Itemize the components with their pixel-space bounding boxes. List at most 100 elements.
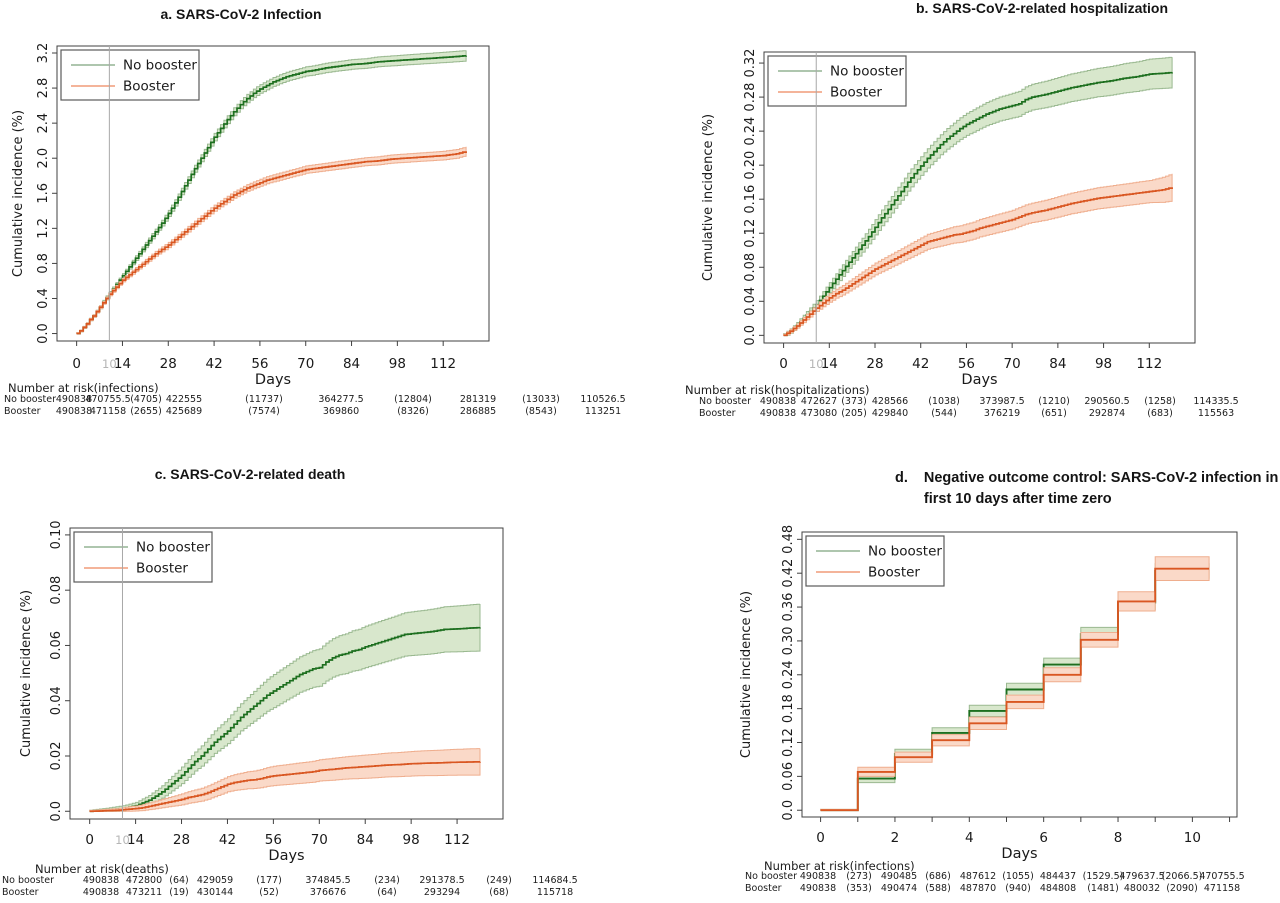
risk-value: (234) — [374, 875, 400, 886]
reference-line-label: 10 — [115, 833, 130, 847]
x-axis-title: Days — [1001, 846, 1037, 862]
y-tick-label: 0.12 — [781, 728, 796, 757]
x-tick-label: 14 — [821, 356, 838, 372]
x-tick-label: 6 — [1039, 830, 1048, 846]
risk-value: 291378.5 — [419, 875, 465, 886]
risk-table-heading: Number at risk(deaths) — [35, 862, 169, 876]
risk-row-label: Booster — [2, 887, 39, 898]
risk-row-label: No booster — [745, 871, 798, 882]
risk-row-label: Booster — [699, 408, 736, 419]
risk-value: 425689 — [165, 406, 203, 417]
y-tick-label: 0.04 — [743, 287, 758, 316]
panel-d-title: d. Negative outcome control: SARS-CoV-2 … — [895, 468, 1278, 510]
risk-value: 490838 — [759, 396, 797, 407]
x-tick-label: 42 — [912, 356, 929, 372]
risk-row-label: Booster — [745, 883, 782, 894]
risk-value: (1529.5) — [1082, 871, 1124, 882]
y-axis-title: Cumulative incidence (%) — [739, 591, 754, 758]
x-tick-label: 28 — [173, 832, 190, 848]
x-tick-label: 2 — [891, 830, 900, 846]
risk-value: (8543) — [525, 406, 557, 417]
y-axis-title: Cumulative incidence (%) — [701, 114, 716, 281]
reference-line-label: 10 — [809, 357, 824, 371]
risk-value: 374845.5 — [305, 875, 351, 886]
risk-value: 470755.5 — [1199, 871, 1245, 882]
risk-value: (19) — [169, 887, 189, 898]
series-line-booster — [820, 567, 1210, 812]
risk-value: (205) — [841, 408, 867, 419]
risk-value: 490838 — [55, 394, 93, 405]
x-tick-label: 0 — [72, 356, 81, 372]
y-tick-label: 0.42 — [781, 559, 796, 588]
x-tick-label: 70 — [297, 356, 314, 372]
risk-value: 473211 — [125, 887, 163, 898]
risk-value: (1258) — [1144, 396, 1176, 407]
panel-c-title: c. SARS-CoV-2-related death — [154, 466, 346, 482]
risk-value: 115563 — [1197, 408, 1235, 419]
y-axis-title: Cumulative incidence (%) — [19, 590, 34, 757]
risk-value: 490838 — [82, 887, 120, 898]
ci-band-no-booster — [783, 56, 1173, 336]
legend-label: Booster — [123, 79, 175, 95]
x-tick-label: 0 — [816, 830, 825, 846]
risk-value: 114684.5 — [532, 875, 578, 886]
legend-box — [60, 49, 200, 101]
series-line-no-booster — [76, 55, 467, 335]
risk-value: 490474 — [880, 883, 918, 894]
risk-value: 369860 — [322, 406, 360, 417]
series-line-booster — [89, 761, 481, 813]
y-tick-label: 1.2 — [36, 218, 51, 239]
panel-d-title-line2: first 10 days after time zero — [923, 491, 1112, 507]
risk-value: (11737) — [245, 394, 283, 405]
risk-value: (651) — [1041, 408, 1067, 419]
x-tick-label: 112 — [430, 356, 456, 372]
risk-value: 490838 — [759, 408, 797, 419]
risk-value: 113251 — [584, 406, 622, 417]
y-tick-label: 0.16 — [743, 185, 758, 214]
risk-value: 364277.5 — [318, 394, 364, 405]
y-tick-label: 2.0 — [36, 148, 51, 169]
x-tick-label: 98 — [1095, 356, 1112, 372]
risk-value: (249) — [486, 875, 512, 886]
risk-value: 376676 — [309, 887, 347, 898]
panel-d-title-prefix: d. — [895, 470, 908, 486]
risk-value: 479637.5 — [1119, 871, 1165, 882]
panel-a-risk-table: Number at risk(infections) No booster Bo… — [0, 0, 640, 451]
risk-value: 490485 — [880, 871, 918, 882]
y-tick-label: 0.0 — [49, 801, 64, 822]
risk-value: 484808 — [1039, 883, 1077, 894]
x-tick-label: 70 — [311, 832, 328, 848]
x-tick-label: 84 — [357, 832, 374, 848]
ci-band-booster — [76, 146, 467, 334]
risk-value: 471158 — [89, 406, 127, 417]
y-tick-label: 0.24 — [743, 117, 758, 146]
y-tick-label: 2.4 — [36, 113, 51, 134]
plot-box — [763, 51, 1196, 344]
risk-row-label: Booster — [4, 406, 41, 417]
risk-value: 487612 — [959, 871, 997, 882]
x-tick-label: 14 — [127, 832, 144, 848]
ci-band-no-booster — [76, 50, 467, 334]
ci-band-booster — [89, 748, 481, 812]
x-tick-label: 28 — [160, 356, 177, 372]
y-tick-label: 0.06 — [781, 762, 796, 791]
x-axis-title: Days — [255, 372, 291, 388]
legend-label: Booster — [830, 85, 882, 101]
risk-value: (64) — [169, 875, 189, 886]
risk-value: (1481) — [1087, 883, 1119, 894]
y-tick-label: 0.48 — [781, 525, 796, 554]
series-line-no-booster — [783, 71, 1173, 337]
risk-value: 114335.5 — [1193, 396, 1239, 407]
y-tick-label: 0.08 — [743, 253, 758, 282]
risk-row-label: No booster — [4, 394, 57, 405]
x-tick-label: 84 — [343, 356, 360, 372]
reference-line-label: 10 — [102, 357, 117, 371]
y-tick-label: 0.18 — [781, 694, 796, 723]
risk-value: 290560.5 — [1084, 396, 1130, 407]
x-tick-label: 4 — [965, 830, 974, 846]
risk-value: (12804) — [394, 394, 432, 405]
y-tick-label: 2.8 — [36, 78, 51, 99]
risk-value: (13033) — [522, 394, 560, 405]
risk-value: (2090) — [1166, 883, 1198, 894]
x-tick-label: 28 — [866, 356, 883, 372]
